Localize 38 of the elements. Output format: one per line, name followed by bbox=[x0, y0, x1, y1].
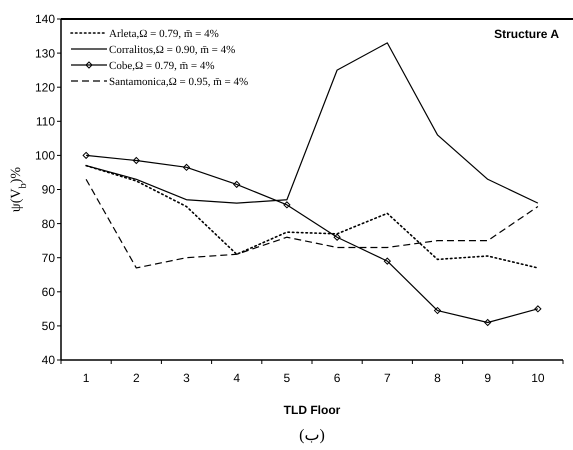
legend-label: Cobe,Ω = 0.79, m̄ = 4% bbox=[109, 60, 215, 72]
x-tick-label: 7 bbox=[384, 371, 391, 385]
x-axis-title: TLD Floor bbox=[284, 403, 341, 417]
text: Structure A bbox=[494, 27, 560, 41]
y-tick-label: 100 bbox=[34, 148, 56, 163]
legend-label: Santamonica,Ω = 0.95, m̄ = 4% bbox=[109, 76, 248, 88]
x-tick-label: 5 bbox=[284, 371, 291, 385]
x-tick-label: 2 bbox=[132, 371, 140, 385]
legend-label: Corralitos,Ω = 0.90, m̄ = 4% bbox=[109, 44, 236, 56]
x-tick-label: 3 bbox=[183, 371, 190, 385]
y-tick-label: 90 bbox=[42, 182, 56, 197]
x-tick-label: 6 bbox=[334, 371, 341, 385]
x-tick-label: 4 bbox=[233, 371, 240, 385]
y-tick-label: 40 bbox=[42, 353, 56, 368]
y-tick-label: 110 bbox=[36, 114, 56, 128]
point bbox=[384, 258, 391, 265]
point bbox=[534, 305, 542, 312]
x-tick-label: 1 bbox=[82, 371, 90, 385]
point bbox=[233, 180, 240, 188]
point bbox=[484, 318, 492, 326]
point bbox=[434, 307, 441, 314]
x-tick-label: 9 bbox=[484, 371, 492, 385]
text: (ب) bbox=[299, 427, 325, 444]
y-tick-label: 80 bbox=[42, 216, 56, 231]
point bbox=[132, 157, 140, 164]
legend-label: Arleta,Ω = 0.79, m̄ = 4% bbox=[109, 28, 219, 40]
point bbox=[183, 164, 190, 171]
y-tick-label: 130 bbox=[34, 46, 56, 60]
point bbox=[283, 201, 290, 208]
y-tick-label: 70 bbox=[42, 250, 56, 265]
y-tick-label: 120 bbox=[34, 80, 56, 94]
point bbox=[82, 152, 90, 159]
x-tick-label: 10 bbox=[531, 371, 545, 385]
y-tick-label: 60 bbox=[42, 285, 56, 299]
y-tick-label: 50 bbox=[42, 319, 56, 334]
x-tick-label: 8 bbox=[434, 371, 442, 385]
y-tick-label: 140 bbox=[34, 12, 56, 26]
point bbox=[334, 234, 341, 241]
